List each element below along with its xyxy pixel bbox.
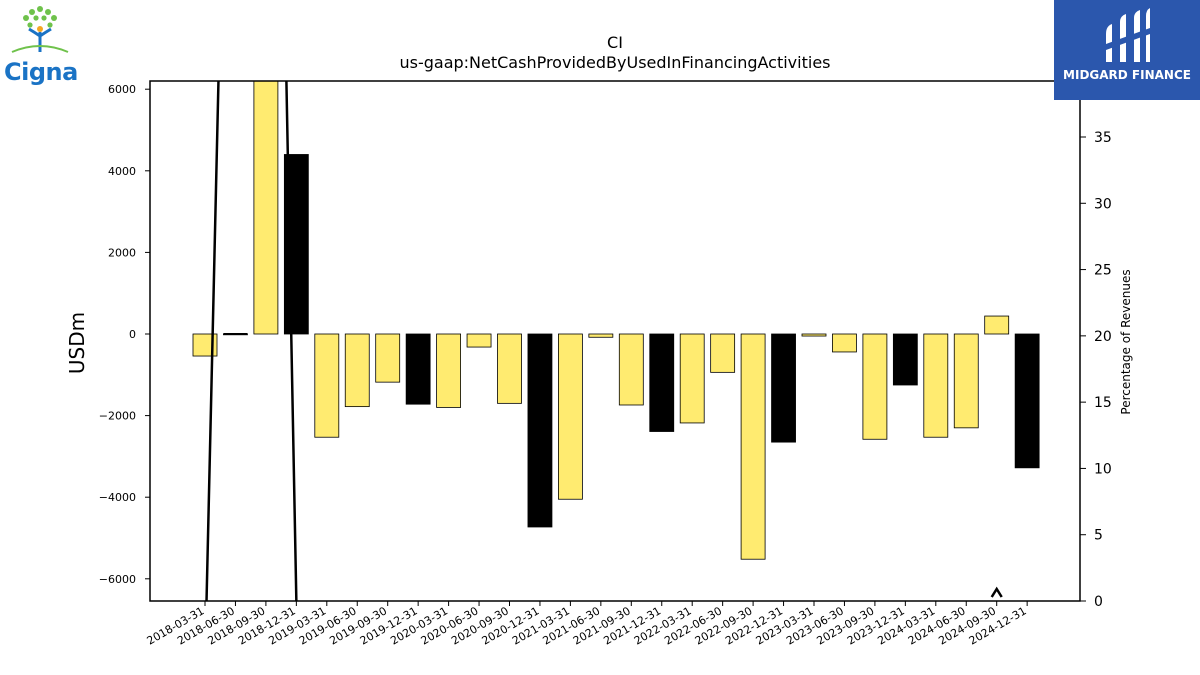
x-ticks-group: 2018-03-312018-06-302018-09-302018-12-31… bbox=[145, 601, 1029, 648]
y2-tick-label: 5 bbox=[1094, 528, 1103, 544]
bar-2023-09-30 bbox=[862, 333, 888, 440]
bar-2022-12-31 bbox=[771, 333, 796, 443]
bar-2020-06-30 bbox=[466, 333, 492, 348]
ratio-line-group bbox=[205, 81, 1003, 601]
ratio-marker-2024-09-30 bbox=[990, 586, 1003, 598]
bar-2020-12-31 bbox=[527, 333, 553, 528]
midgard-emblem-icon bbox=[1106, 8, 1150, 62]
y-tick-label: −6000 bbox=[99, 573, 136, 586]
bar-2021-06-30 bbox=[588, 333, 614, 338]
y-tick-label: −2000 bbox=[99, 410, 136, 423]
bar-2024-03-31 bbox=[923, 333, 949, 438]
bar-2022-09-30 bbox=[740, 333, 766, 560]
bar-2018-09-30 bbox=[253, 81, 279, 335]
midgard-finance-logo: MIDGARD FINANCE bbox=[1054, 0, 1200, 100]
cigna-logo-text: Cigna bbox=[4, 58, 78, 86]
y-tick-label: 4000 bbox=[108, 165, 136, 178]
cigna-logo: Cigna bbox=[0, 0, 90, 95]
bar-2024-09-30 bbox=[984, 315, 1010, 335]
chart-subtitle: us-gaap:NetCashProvidedByUsedInFinancing… bbox=[399, 53, 830, 72]
bar-2024-06-30 bbox=[953, 333, 979, 429]
y2-tick-label: 30 bbox=[1094, 196, 1112, 212]
bar-2018-03-31 bbox=[192, 333, 218, 357]
bar-2021-12-31 bbox=[649, 333, 675, 432]
y-tick-label: 0 bbox=[129, 328, 136, 341]
bar-2023-06-30 bbox=[832, 333, 857, 353]
bar-2023-12-31 bbox=[892, 333, 918, 386]
y2-axis-label: Percentage of Revenues bbox=[1119, 269, 1133, 414]
bar-2022-03-31 bbox=[679, 333, 705, 424]
bar-2020-03-31 bbox=[436, 333, 462, 408]
cigna-tree-icon bbox=[11, 6, 69, 53]
y2-tick-label: 10 bbox=[1094, 461, 1112, 477]
y-ticks-group: −6000 −4000 −2000 0 2000 4000 6000 bbox=[99, 83, 150, 586]
y2-tick-label: 25 bbox=[1094, 263, 1112, 279]
chart-title: CI bbox=[607, 33, 623, 52]
ratio-line bbox=[205, 81, 298, 601]
bar-2019-06-30 bbox=[344, 333, 370, 408]
y-tick-label: 6000 bbox=[108, 83, 136, 96]
bar-2020-09-30 bbox=[497, 333, 522, 404]
plot-frame bbox=[149, 80, 1081, 602]
bar-2019-09-30 bbox=[375, 333, 401, 383]
bar-2019-12-31 bbox=[405, 333, 431, 405]
bar-2021-09-30 bbox=[618, 333, 644, 406]
y-tick-label: −4000 bbox=[99, 491, 136, 504]
midgard-logo-text: MIDGARD FINANCE bbox=[1063, 68, 1191, 82]
y2-tick-label: 15 bbox=[1094, 395, 1112, 411]
bar-2019-03-31 bbox=[314, 333, 340, 438]
y2-tick-label: 0 bbox=[1094, 594, 1103, 610]
bar-2024-12-31 bbox=[1014, 333, 1040, 469]
y2-tick-label: 20 bbox=[1094, 329, 1112, 345]
y2-tick-label: 35 bbox=[1094, 130, 1112, 146]
y-axis-label: USDm bbox=[65, 312, 89, 374]
bars-group bbox=[192, 81, 1040, 560]
y2-ticks-group: 0 5 10 15 20 25 30 35 bbox=[1080, 130, 1112, 610]
bar-2022-06-30 bbox=[710, 333, 736, 373]
bar-2023-03-31 bbox=[801, 333, 827, 337]
bar-2021-03-31 bbox=[558, 333, 583, 500]
y-tick-label: 2000 bbox=[108, 246, 136, 259]
